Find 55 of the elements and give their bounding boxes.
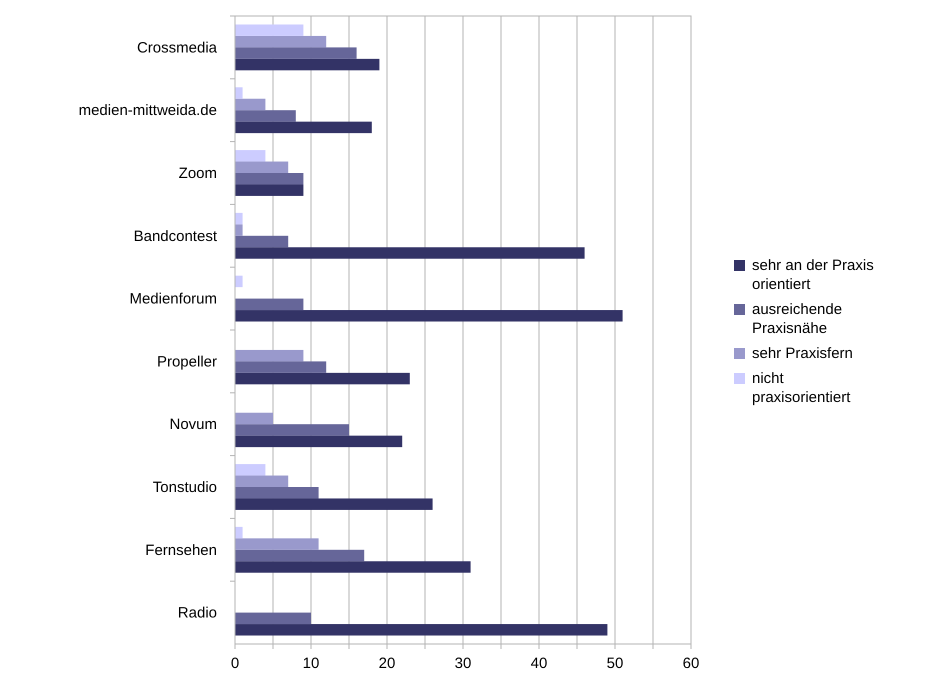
bar — [235, 47, 357, 59]
x-tick-label: 50 — [606, 655, 624, 672]
bar — [235, 122, 372, 134]
bar — [235, 98, 266, 110]
bar — [235, 538, 319, 550]
bar — [235, 436, 402, 448]
y-tick-label: Radio — [178, 604, 217, 622]
bar — [235, 224, 243, 236]
bar — [235, 361, 326, 373]
y-tick-label: Propeller — [156, 353, 218, 370]
bar — [235, 276, 243, 288]
bar — [235, 487, 319, 498]
bar — [235, 212, 243, 224]
x-tick-label: 10 — [302, 655, 320, 672]
x-tick-label: 30 — [454, 655, 472, 672]
x-tick-label: 40 — [530, 655, 548, 672]
y-tick-label: Zoom — [178, 165, 217, 182]
bar — [235, 476, 288, 487]
bar — [235, 624, 608, 636]
bar — [235, 464, 266, 476]
y-tick-label: medien-mittweida.de — [78, 102, 217, 120]
bar — [235, 372, 410, 384]
bar — [235, 412, 273, 424]
bar — [235, 162, 288, 173]
y-tick-label: Tonstudio — [152, 479, 217, 496]
y-tick-label: Bandcontest — [134, 228, 218, 245]
bar — [235, 236, 288, 248]
y-tick-label: Novum — [169, 416, 217, 434]
y-tick-label: Crossmedia — [136, 39, 218, 56]
bar — [235, 612, 311, 624]
bar — [235, 550, 364, 562]
x-tick-label: 20 — [378, 655, 396, 672]
bar — [235, 24, 304, 36]
bar — [235, 298, 304, 310]
bar — [235, 310, 623, 322]
bar — [235, 150, 266, 162]
x-tick-label: 0 — [230, 655, 240, 672]
bar — [235, 173, 304, 184]
legend-label: sehr Praxisfern — [752, 345, 853, 362]
legend-label: sehr an der Praxis orientiert — [752, 257, 874, 293]
bar — [235, 247, 585, 259]
bar — [235, 498, 433, 510]
legend-label: ausreichende Praxisnähe — [752, 301, 842, 337]
bar — [235, 424, 349, 436]
bar — [235, 58, 380, 70]
bar — [235, 350, 304, 362]
bar — [235, 526, 243, 538]
y-tick-label: Fernsehen — [145, 542, 217, 559]
legend-label: nicht praxisorientiert — [752, 370, 852, 406]
x-tick-label: 60 — [682, 655, 700, 672]
bar — [235, 561, 471, 573]
bar — [235, 36, 326, 48]
bar — [235, 184, 304, 196]
y-tick-label: Medienforum — [129, 290, 217, 308]
bar — [235, 110, 296, 122]
